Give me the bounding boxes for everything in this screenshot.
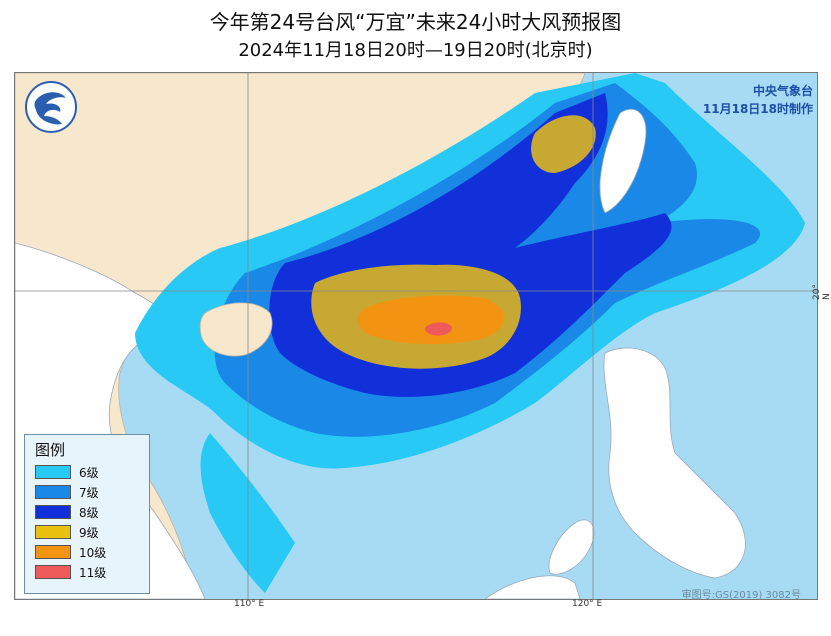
- map-canvas: [15, 73, 817, 599]
- agency-name: 中央气象台: [752, 84, 813, 98]
- legend-item-7: 7级: [35, 485, 99, 500]
- map-credit: 审图号:GS(2019) 3082号: [681, 590, 801, 601]
- philippines-islands: [603, 347, 746, 579]
- cma-logo-icon: [25, 81, 77, 133]
- legend-item-9: 9级: [35, 525, 99, 540]
- legend-label: 6级: [79, 465, 99, 480]
- lat-label-20: 20° N: [812, 284, 831, 300]
- legend-swatch: [35, 505, 71, 519]
- hainan-island: [199, 302, 273, 357]
- taiwan-island: [599, 108, 647, 214]
- wind-zone-9-north: [531, 115, 596, 173]
- legend-item-6: 6级: [35, 465, 99, 480]
- legend-item-8: 8级: [35, 505, 99, 520]
- agency-block: 中央气象台 11月18日18时制作: [703, 82, 813, 118]
- palawan-island: [548, 519, 595, 575]
- legend-label: 9级: [79, 525, 99, 540]
- legend-title: 图例: [35, 441, 66, 459]
- map-frame: [14, 72, 818, 600]
- wind-zone-10: [358, 295, 504, 345]
- legend-label: 8级: [79, 505, 99, 520]
- legend-item-11: 11级: [35, 565, 107, 580]
- map-title: 今年第24号台风“万宜”未来24小时大风预报图: [209, 10, 622, 34]
- legend-swatch: [35, 545, 71, 559]
- legend-label: 10级: [79, 545, 107, 560]
- legend-label: 11级: [79, 565, 107, 580]
- legend-swatch: [35, 565, 71, 579]
- lon-label-110: 110° E: [234, 599, 265, 609]
- legend-item-10: 10级: [35, 545, 107, 560]
- lon-label-120: 120° E: [572, 599, 603, 609]
- map-subtitle: 2024年11月18日20时—19日20时(北京时): [238, 40, 593, 61]
- legend: 图例 6级 7级 8级 9级 10级 11级: [24, 434, 150, 594]
- legend-swatch: [35, 525, 71, 539]
- legend-swatch: [35, 465, 71, 479]
- legend-label: 7级: [79, 485, 99, 500]
- legend-swatch: [35, 485, 71, 499]
- wind-zone-11: [425, 322, 453, 336]
- borneo-land: [484, 575, 581, 599]
- issue-time: 11月18日18时制作: [702, 102, 813, 116]
